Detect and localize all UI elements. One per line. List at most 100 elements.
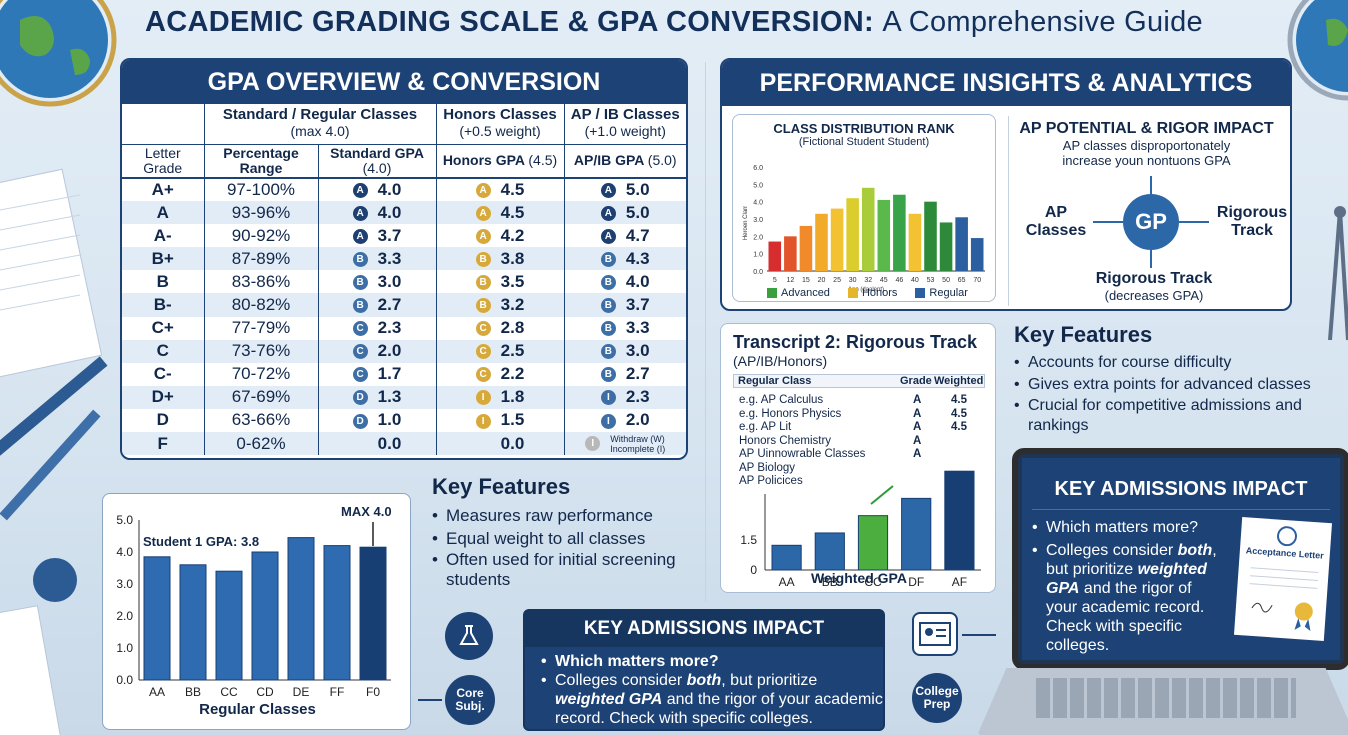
honors-gpa-cell: A 4.2 [436, 224, 565, 248]
dist-x-tick: 46 [895, 277, 903, 284]
standard-gpa-cell: C 2.3 [318, 316, 437, 340]
transcript-title: Transcript 2: Rigorous Track [733, 332, 978, 352]
dist-x-tick: 15 [802, 277, 810, 284]
group-standard-header: Standard / Regular Classes (max 4.0) [204, 104, 437, 145]
laptop-screen: KEY ADMISSIONS IMPACT Which matters more… [1012, 448, 1348, 670]
ap-gpa-cell: B 3.7 [564, 293, 686, 316]
percentage-cell: 73-76% [204, 339, 319, 363]
grade-badge-icon: I [475, 390, 491, 406]
rigorous-track-bottom-sub: (decreases GPA) [1104, 288, 1204, 303]
letter-grade-cell: A- [122, 224, 205, 248]
dist-bar [893, 194, 906, 271]
grade-badge-icon: D [352, 413, 368, 429]
gpa-table-body: A+ 97-100% A 4.0 A 4.5 A 5.0 A 93-96% A 4.0 A 4.5 A 5.0… [122, 178, 686, 456]
performance-panel: PERFORMANCE INSIGHTS & ANALYTICS CLASS D… [720, 58, 1292, 311]
ap-gpa-cell: I 2.0 [564, 409, 686, 432]
grade-badge-icon: I [600, 413, 616, 429]
honors-gpa-cell: C 2.8 [436, 316, 565, 340]
gpa-row: F 0-62% 0.0 0.0 I Withdraw (W) Incomplete (I) [122, 432, 686, 456]
stud-bar [359, 546, 387, 681]
grade-badge-icon: B [600, 367, 616, 383]
percentage-cell: 90-92% [204, 224, 319, 248]
honors-gpa-cell: A 4.5 [436, 201, 565, 225]
grade-badge-icon: B [475, 298, 491, 314]
percentage-cell: 93-96% [204, 201, 319, 225]
grade-badge-icon: B [600, 298, 616, 314]
grade-badge-icon: A [352, 183, 368, 199]
dist-x-tick: 5 [773, 277, 777, 284]
grade-badge-icon: I [600, 390, 616, 406]
dist-y-tick: 6.0 [753, 165, 763, 172]
ap-gpa-cell: A 5.0 [564, 201, 686, 224]
standard-gpa-cell: A 3.7 [318, 224, 437, 248]
title-thin: A Comprehensive Guide [882, 6, 1203, 38]
trans-bar [944, 470, 975, 571]
dist-bar [830, 208, 844, 271]
percentage-cell: 87-89% [204, 247, 319, 271]
flask-icon [445, 612, 493, 660]
ap-rigor-sub2: increase youn nontuons GPA [1062, 153, 1231, 168]
grade-badge-icon: A [352, 228, 368, 244]
trans-bar [901, 497, 932, 571]
grade-badge-icon: B [475, 251, 491, 267]
withdraw-badge-icon: I [585, 436, 601, 452]
percentage-cell: 80-82% [204, 293, 319, 317]
title-bold: ACADEMIC GRADING SCALE & GPA CONVERSION: [145, 6, 874, 38]
standard-gpa-cell: A 4.0 [318, 201, 437, 225]
max-annotation: MAX 4.0 [341, 504, 392, 519]
id-card-icon [912, 612, 958, 656]
ap-gpa-cell: A 4.7 [564, 224, 686, 247]
percentage-cell: 67-69% [204, 385, 319, 409]
stud-y-tick: 5.0 [116, 513, 133, 527]
dist-y-tick: 3.0 [753, 217, 763, 224]
compass-icon [1328, 206, 1348, 341]
stud-bar [323, 545, 351, 681]
grade-badge-icon: A [600, 183, 616, 199]
letter-grade-cell: B- [122, 293, 205, 317]
col-percentage: Percentage Range [204, 144, 319, 179]
kf-left-item-2: Equal weight to all classes [432, 527, 702, 550]
col-ap-gpa: AP/IB GPA (5.0) [564, 144, 686, 179]
grade-badge-icon: A [475, 183, 491, 199]
dist-y-tick: 1.0 [753, 252, 763, 259]
growth-arrow [870, 485, 894, 505]
dist-x-tick: 12 [786, 277, 794, 284]
dist-x-tick: 32 [864, 277, 872, 284]
admissions-left-question: Which matters more? [525, 652, 883, 671]
withdraw-note: Withdraw (W) Incomplete (I) [610, 433, 666, 454]
grade-badge-icon: B [600, 251, 616, 267]
grade-badge-icon: B [352, 251, 368, 267]
stud-x-tick: AA [149, 685, 165, 699]
trans-bar [814, 532, 845, 571]
kf-right-item-1: Accounts for course difficulty [1014, 352, 1344, 374]
stud-y-tick: 4.0 [116, 545, 133, 559]
gpa-row: D+ 67-69% D 1.3 I 1.8 I 2.3 [122, 385, 686, 409]
dist-bar [924, 201, 937, 271]
stud-x-tick: DE [293, 685, 310, 699]
grade-badge-icon: A [352, 205, 368, 221]
trans-x-tick: AA [779, 575, 795, 589]
col-honors-gpa: Honors GPA (4.5) [436, 144, 565, 179]
rigorous-track-bottom-label: Rigorous Track [1095, 270, 1213, 287]
student1-gpa-label: Student 1 GPA: 3.8 [143, 534, 260, 549]
stud-y-tick: 0.0 [116, 673, 133, 687]
standard-gpa-cell: D 1.0 [318, 408, 437, 433]
transcript-row: AP Uinnowrable Classes A [739, 448, 922, 460]
student1-chart-card: 0.0 1.0 2.0 3.0 4.0 5.0 AA BB CC CD DE FF F0 Student… [102, 493, 411, 730]
stud-bar [179, 564, 207, 681]
arrow-left [1093, 221, 1123, 223]
honors-gpa-cell: 0.0 [436, 432, 565, 456]
dist-bar [908, 213, 922, 271]
dist-bar [799, 225, 813, 271]
gpa-conversion-table: Standard / Regular Classes (max 4.0) Hono… [122, 104, 686, 456]
gpa-row: A- 90-92% A 3.7 A 4.2 A 4.7 [122, 224, 686, 248]
dist-bar [955, 217, 968, 271]
group-ap-header: AP / IB Classes (+1.0 weight) [564, 104, 686, 145]
letter-grade-cell: C [122, 339, 205, 363]
stud-bar [287, 537, 315, 681]
dist-bar [784, 236, 797, 271]
legend-honors: Honors [847, 287, 897, 299]
notebook-pens-decoration [0, 168, 108, 735]
dist-x-tick: 50 [942, 277, 950, 284]
letter-grade-cell: A+ [122, 178, 205, 202]
